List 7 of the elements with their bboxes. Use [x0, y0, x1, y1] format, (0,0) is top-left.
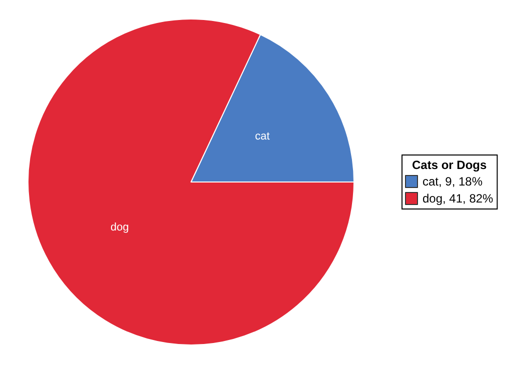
data-label: , 9, 18%: [438, 174, 483, 188]
legend-label: cat: [422, 174, 440, 188]
slice-label: cat: [255, 130, 270, 143]
slice-label: dog: [110, 221, 129, 234]
data-label: , 41, 82%: [442, 192, 494, 206]
legend-title: Cats or Dogs: [412, 158, 488, 172]
legend-label: dog: [422, 192, 443, 206]
